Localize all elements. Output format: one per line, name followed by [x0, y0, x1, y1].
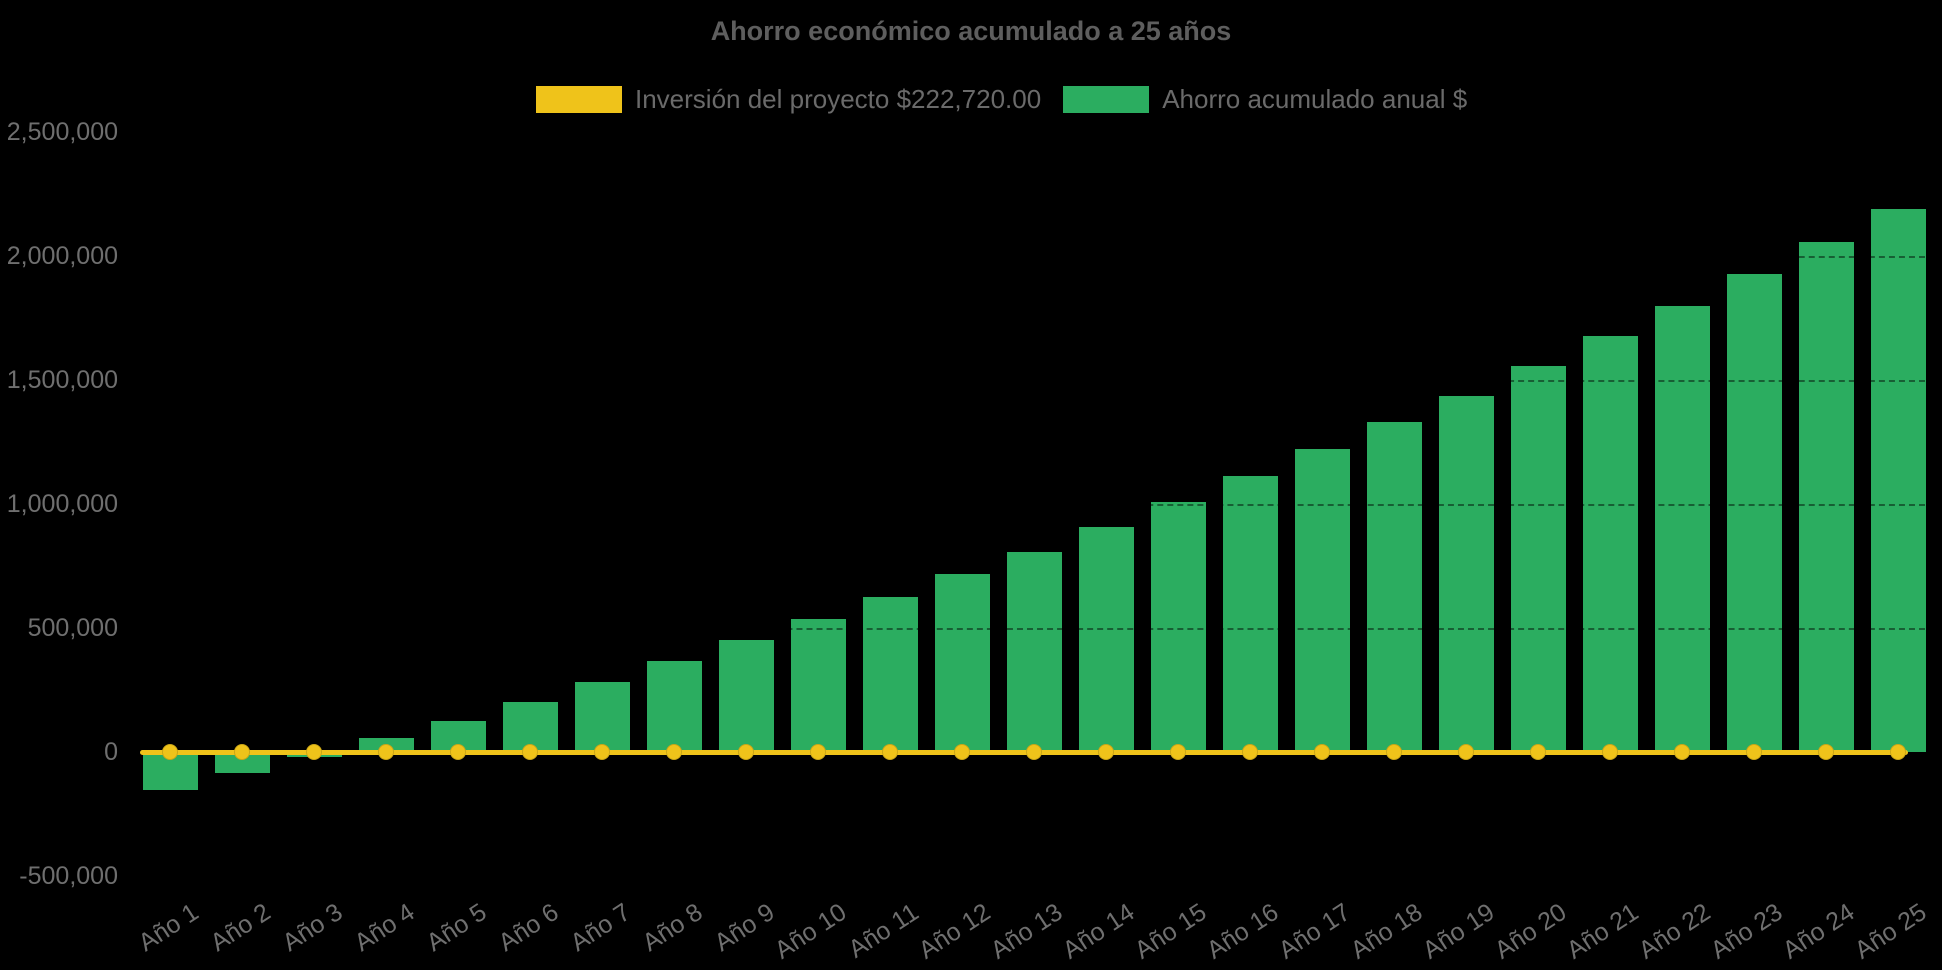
y-axis-tick-label: 0	[104, 738, 118, 766]
bar-año-2	[214, 752, 270, 774]
x-axis-label: Año 9	[709, 898, 780, 958]
x-axis-label: Año 17	[1273, 898, 1356, 965]
bar-año-15	[1150, 502, 1206, 752]
x-axis-label: Año 10	[769, 898, 852, 965]
x-axis-label: Año 18	[1345, 898, 1428, 965]
bar-año-16	[1222, 475, 1278, 752]
bar-año-14	[1078, 527, 1134, 752]
x-axis-label: Año 22	[1633, 898, 1716, 965]
x-axis-label: Año 6	[493, 898, 564, 958]
bar-año-24	[1798, 242, 1854, 752]
bar-año-21	[1582, 336, 1638, 752]
investment-line-dot	[1242, 744, 1258, 760]
legend-label-inversion: Inversión del proyecto $222,720.00	[635, 84, 1042, 114]
bar-año-9	[718, 639, 774, 752]
bar-año-19	[1438, 396, 1494, 752]
y-axis-tick-label: 1,000,000	[6, 490, 118, 518]
investment-line-dot	[306, 744, 322, 760]
investment-line-dot	[1818, 744, 1834, 760]
bar-año-22	[1654, 306, 1710, 752]
legend: Inversión del proyecto $222,720.00 Ahorr…	[536, 84, 1467, 115]
investment-line-dot	[1026, 744, 1042, 760]
investment-line-dot	[522, 744, 538, 760]
investment-line-dot	[954, 744, 970, 760]
x-axis-label: Año 24	[1777, 898, 1860, 965]
chart-title: Ahorro económico acumulado a 25 años	[710, 16, 1232, 46]
investment-line-dot	[162, 744, 178, 760]
gridline	[135, 504, 1925, 506]
x-axis-label: Año 12	[913, 898, 996, 965]
x-axis-label: Año 2	[205, 898, 276, 958]
investment-line-dot	[1530, 744, 1546, 760]
investment-line-dot	[666, 744, 682, 760]
legend-item-ahorro[interactable]: Ahorro acumulado anual $	[1063, 84, 1467, 115]
investment-line-dot	[1458, 744, 1474, 760]
x-axis-label: Año 4	[349, 898, 420, 958]
investment-line-dot	[1746, 744, 1762, 760]
gridline	[135, 628, 1925, 630]
y-axis-tick-label: 500,000	[27, 614, 118, 642]
y-axis-tick-label: 2,500,000	[6, 118, 118, 146]
x-axis-label: Año 1	[133, 898, 204, 958]
x-axis-label: Año 19	[1417, 898, 1500, 965]
legend-label-ahorro: Ahorro acumulado anual $	[1162, 84, 1468, 114]
bar-año-13	[1006, 552, 1062, 752]
bar-año-18	[1366, 422, 1422, 752]
investment-line-dot	[810, 744, 826, 760]
gridline	[135, 876, 1925, 878]
x-axis-label: Año 11	[843, 898, 924, 964]
investment-line-dot	[1386, 744, 1402, 760]
x-axis-label: Año 16	[1201, 898, 1284, 965]
investment-line-dot	[450, 744, 466, 760]
bar-año-7	[574, 681, 630, 752]
bar-año-6	[502, 701, 558, 752]
investment-line-dot	[1602, 744, 1618, 760]
investment-line-dot	[594, 744, 610, 760]
x-axis-label: Año 23	[1705, 898, 1788, 965]
x-axis-label: Año 8	[637, 898, 708, 958]
x-axis-label: Año 25	[1849, 898, 1932, 965]
investment-line-dot	[1890, 744, 1906, 760]
bar-año-23	[1726, 274, 1782, 752]
green-swatch-icon	[1063, 86, 1150, 113]
yellow-swatch-icon	[536, 86, 622, 113]
investment-line-dot	[882, 744, 898, 760]
legend-item-inversion[interactable]: Inversión del proyecto $222,720.00	[536, 84, 1041, 115]
investment-line-dot	[1314, 744, 1330, 760]
x-axis-label: Año 7	[565, 898, 636, 958]
bar-año-25	[1870, 209, 1926, 752]
bar-año-11	[862, 597, 918, 752]
gridline	[135, 380, 1925, 382]
y-axis-tick-label: -500,000	[19, 862, 118, 890]
investment-line-dot	[1674, 744, 1690, 760]
investment-line-dot	[234, 744, 250, 760]
bar-año-17	[1294, 448, 1350, 752]
x-axis-label: Año 5	[421, 898, 492, 958]
y-axis-tick-label: 1,500,000	[6, 366, 118, 394]
x-axis-label: Año 3	[277, 898, 348, 958]
x-axis-label: Año 13	[985, 898, 1068, 965]
investment-line-dot	[738, 744, 754, 760]
x-axis-label: Año 14	[1057, 898, 1140, 965]
x-axis-label: Año 20	[1489, 898, 1572, 965]
bar-año-10	[790, 619, 846, 752]
gridline	[135, 132, 1925, 134]
bar-año-8	[646, 661, 702, 752]
x-axis-label: Año 21	[1561, 898, 1644, 965]
investment-line-dot	[378, 744, 394, 760]
bar-año-20	[1510, 366, 1566, 752]
gridline	[135, 256, 1925, 258]
x-axis-label: Año 15	[1129, 898, 1212, 965]
bar-año-12	[934, 573, 990, 752]
investment-line	[140, 749, 1908, 755]
investment-line-dot	[1170, 744, 1186, 760]
investment-line-dot	[1098, 744, 1114, 760]
y-axis-tick-label: 2,000,000	[6, 242, 118, 270]
